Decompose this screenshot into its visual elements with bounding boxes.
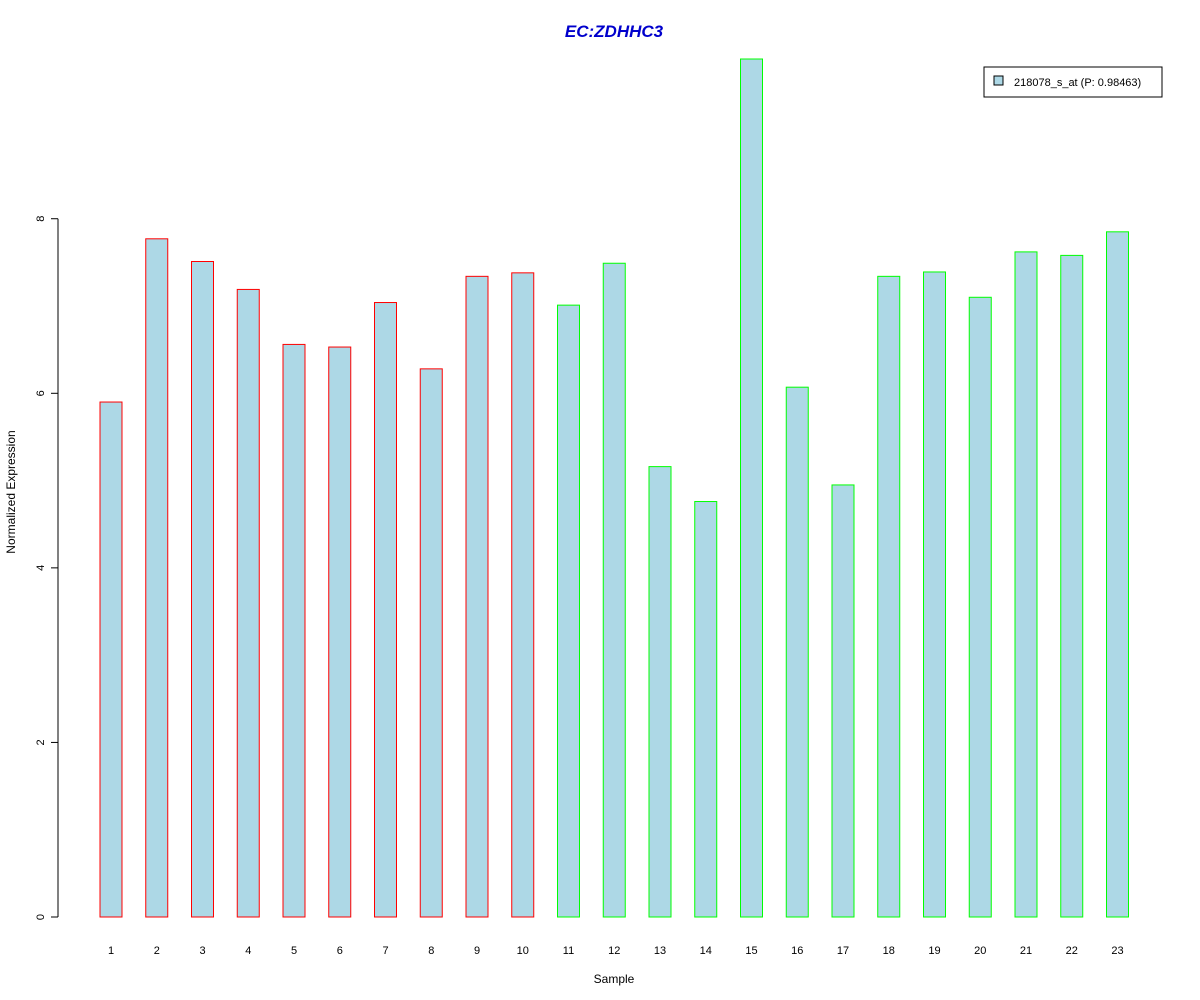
- y-tick-label: 2: [35, 739, 47, 745]
- bar-sample-15: [740, 58, 763, 918]
- legend-box: [983, 66, 1163, 98]
- bar-sample-21: [1014, 251, 1038, 918]
- bar-sample-6: [328, 346, 352, 918]
- bar-sample-11: [557, 304, 580, 918]
- bar-sample-22: [1060, 254, 1084, 918]
- x-tick-label: 11: [563, 945, 574, 957]
- x-tick-label: 8: [428, 945, 434, 957]
- x-tick-label: 16: [791, 945, 803, 957]
- x-tick-label: 18: [883, 945, 895, 957]
- x-tick-label: 23: [1111, 945, 1123, 957]
- x-tick-label: 12: [608, 945, 620, 957]
- y-tick-label: 8: [35, 216, 47, 222]
- x-tick-label: 17: [837, 945, 849, 957]
- bar-sample-7: [374, 302, 397, 918]
- x-tick-label: 1: [108, 945, 114, 957]
- x-tick-labels: 1 2 3 4 5 6 7 8 9 10 11 12 13 14 15 16 17 18 19 20 21 22 23: [108, 945, 1124, 957]
- y-tick-label: 6: [35, 390, 47, 396]
- x-tick-label: 2: [154, 945, 160, 957]
- bar-sample-1: [99, 401, 123, 918]
- bar-sample-18: [877, 275, 901, 918]
- bar-sample-19: [923, 271, 946, 918]
- legend: 218078_s_at (P: 0.98463): [983, 66, 1163, 98]
- x-tick-label: 9: [474, 945, 480, 957]
- bar-sample-16: [785, 386, 809, 918]
- x-tick-label: 6: [337, 945, 343, 957]
- bar-sample-8: [419, 368, 443, 918]
- x-tick-label: 19: [928, 945, 940, 957]
- bar-sample-23: [1106, 231, 1129, 918]
- legend-entry-label: 218078_s_at (P: 0.98463): [1014, 77, 1141, 89]
- x-tick-label: 7: [382, 945, 388, 957]
- bar-sample-10: [511, 272, 535, 918]
- bar-sample-20: [968, 296, 992, 918]
- bar-sample-13: [648, 466, 672, 918]
- x-tick-label: 15: [745, 945, 757, 957]
- x-tick-label: 3: [199, 945, 205, 957]
- bar-sample-4: [236, 288, 260, 918]
- x-tick-label: 5: [291, 945, 297, 957]
- y-axis: 0 2 4 6 8: [35, 216, 59, 920]
- x-tick-label: 13: [654, 945, 666, 957]
- bar-sample-5: [282, 343, 306, 918]
- y-axis-label: Normalized Expression: [4, 430, 18, 553]
- chart-title: EC:ZDHHC3: [565, 22, 664, 41]
- bar-sample-2: [145, 238, 169, 918]
- bar-sample-3: [191, 260, 214, 918]
- x-tick-label: 4: [245, 945, 251, 957]
- x-tick-label: 22: [1066, 945, 1078, 957]
- x-axis-label: Sample: [594, 972, 635, 986]
- y-tick-label: 4: [35, 565, 47, 571]
- x-tick-label: 20: [974, 945, 986, 957]
- bar-sample-9: [465, 275, 489, 918]
- bar-sample-17: [831, 484, 855, 918]
- x-tick-label: 14: [700, 945, 712, 957]
- legend-swatch: [993, 75, 1004, 86]
- x-tick-label: 10: [517, 945, 529, 957]
- bar-sample-12: [602, 262, 626, 918]
- y-tick-label: 0: [35, 914, 47, 920]
- x-tick-label: 21: [1020, 945, 1032, 957]
- bar-sample-14: [694, 501, 718, 918]
- bars-group: [99, 58, 1129, 918]
